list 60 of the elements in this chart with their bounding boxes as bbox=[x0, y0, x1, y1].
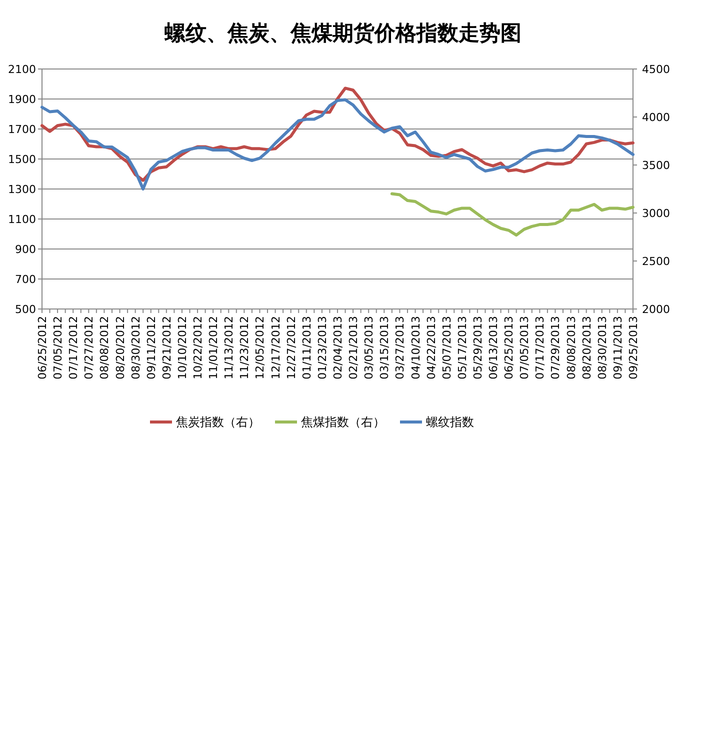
x-tick-label: 09/11/2012 bbox=[144, 316, 158, 380]
x-tick-label: 10/22/2012 bbox=[192, 316, 205, 380]
legend-label: 螺纹指数 bbox=[426, 415, 474, 430]
x-tick-label: 03/05/2013 bbox=[362, 316, 376, 380]
y2-tick-label: 3500 bbox=[642, 158, 670, 172]
x-tick-label: 02/21/2013 bbox=[347, 316, 360, 380]
line-series bbox=[40, 98, 634, 190]
x-tick-label: 01/23/2013 bbox=[316, 316, 329, 380]
x-tick-label: 07/17/2012 bbox=[67, 316, 80, 380]
x-tick-label: 07/29/2013 bbox=[549, 316, 562, 380]
y2-tick-label: 4500 bbox=[642, 62, 670, 76]
y-tick-label: 1100 bbox=[8, 212, 36, 226]
y2-tick-label: 2000 bbox=[642, 302, 670, 316]
x-tick-label: 04/22/2013 bbox=[424, 316, 438, 380]
x-tick-label: 12/17/2012 bbox=[269, 316, 282, 380]
legend-label: 焦炭指数（右） bbox=[176, 415, 260, 430]
x-tick-label: 08/20/2012 bbox=[114, 316, 127, 380]
x-tick-label: 06/25/2012 bbox=[36, 316, 49, 380]
x-tick-label: 07/05/2012 bbox=[52, 316, 65, 380]
y-tick-label: 500 bbox=[15, 302, 36, 316]
x-tick-label: 06/25/2013 bbox=[502, 316, 516, 380]
x-tick-label: 09/21/2012 bbox=[160, 316, 174, 380]
x-tick-label: 12/05/2012 bbox=[254, 316, 267, 380]
x-tick-label: 03/27/2013 bbox=[394, 316, 407, 380]
y-tick-label: 1500 bbox=[8, 152, 36, 166]
x-tick-label: 11/13/2012 bbox=[222, 316, 236, 380]
x-tick-label: 07/17/2013 bbox=[534, 316, 547, 380]
x-tick-label: 02/04/2013 bbox=[332, 316, 344, 380]
y2-tick-label: 3000 bbox=[642, 206, 670, 220]
x-tick-label: 08/20/2013 bbox=[580, 316, 594, 380]
y-tick-label: 700 bbox=[15, 272, 36, 286]
x-tick-label: 01/11/2013 bbox=[300, 316, 314, 380]
x-tick-label: 06/13/2013 bbox=[487, 316, 500, 380]
y-tick-label: 1300 bbox=[8, 182, 36, 196]
x-tick-label: 11/23/2012 bbox=[238, 316, 252, 380]
y-tick-label: 1700 bbox=[8, 122, 36, 136]
x-tick-label: 05/17/2013 bbox=[456, 316, 469, 380]
line-series bbox=[390, 192, 634, 237]
y-tick-label: 900 bbox=[15, 242, 36, 256]
x-tick-label: 04/10/2013 bbox=[409, 316, 422, 380]
x-tick-label: 09/11/2013 bbox=[611, 316, 624, 380]
y2-tick-label: 4000 bbox=[642, 110, 670, 124]
x-tick-label: 08/30/2013 bbox=[596, 316, 609, 380]
x-tick-label: 12/27/2012 bbox=[284, 316, 298, 380]
y-tick-label: 1900 bbox=[8, 92, 36, 106]
x-tick-label: 05/07/2013 bbox=[440, 316, 454, 380]
x-tick-label: 08/08/2012 bbox=[98, 316, 112, 380]
x-tick-label: 03/15/2013 bbox=[378, 316, 392, 380]
y-tick-label: 2100 bbox=[8, 62, 36, 76]
x-tick-label: 11/01/2012 bbox=[207, 316, 220, 380]
chart-title: 螺纹、焦炭、焦煤期货价格指数走势图 bbox=[164, 21, 522, 45]
y2-tick-label: 2500 bbox=[642, 254, 670, 268]
x-tick-label: 10/10/2012 bbox=[176, 316, 189, 380]
x-tick-label: 05/29/2013 bbox=[471, 316, 484, 380]
x-tick-label: 08/30/2012 bbox=[129, 316, 142, 380]
legend-label: 焦煤指数（右） bbox=[301, 415, 385, 430]
x-tick-label: 08/08/2013 bbox=[564, 316, 578, 380]
x-tick-label: 07/05/2013 bbox=[518, 316, 532, 380]
x-tick-label: 09/25/2013 bbox=[627, 316, 640, 380]
x-tick-label: 07/27/2012 bbox=[82, 316, 96, 380]
